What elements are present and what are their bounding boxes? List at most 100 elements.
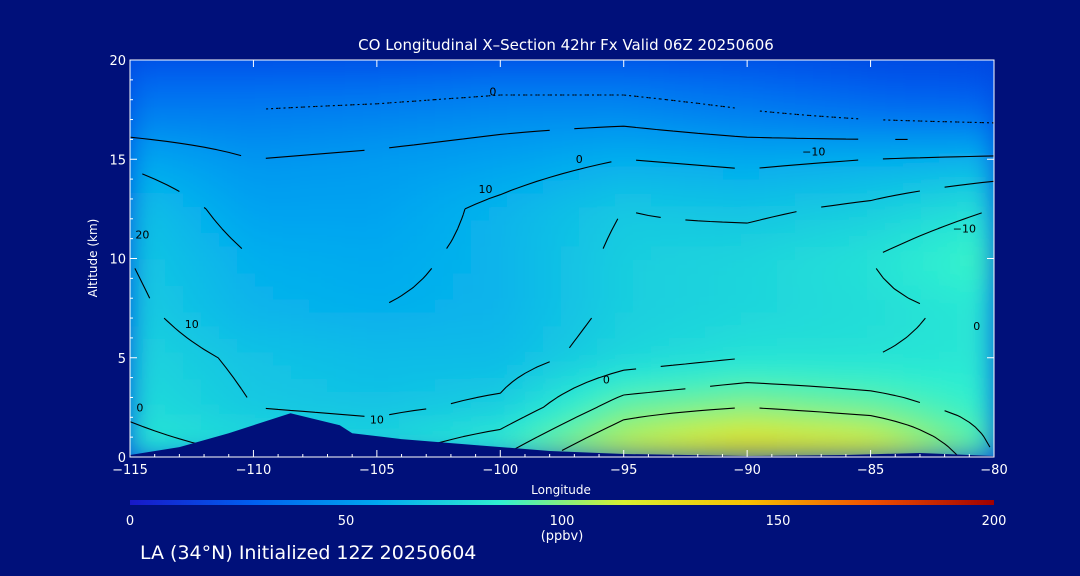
heatmap-cell	[849, 85, 869, 101]
heatmap-cell	[957, 60, 977, 75]
heatmap-cell	[417, 403, 437, 419]
heatmap-cell	[507, 164, 527, 181]
heatmap-cell	[255, 244, 275, 260]
heatmap-cell	[723, 310, 743, 326]
heatmap-cell	[831, 363, 851, 379]
heatmap-cell	[939, 98, 959, 114]
colorbar-tick-label: 100	[550, 514, 575, 529]
heatmap-cell	[183, 125, 203, 141]
heatmap-cell	[201, 204, 221, 220]
heatmap-cell	[453, 283, 473, 300]
heatmap-cell	[633, 323, 653, 339]
heatmap-cell	[885, 111, 905, 128]
heatmap-cell	[867, 389, 887, 406]
x-tick-label: −85	[857, 463, 884, 478]
heatmap-cell	[381, 151, 401, 167]
heatmap-cell	[615, 389, 635, 406]
heatmap-cell	[795, 257, 815, 273]
heatmap-cell	[363, 336, 383, 353]
heatmap-cell	[687, 72, 707, 88]
heatmap-cell	[471, 217, 491, 234]
contour-line	[134, 180, 994, 417]
heatmap-cell	[741, 125, 761, 141]
heatmap-cell	[651, 98, 671, 114]
heatmap-cell	[543, 283, 563, 300]
heatmap-cell	[633, 403, 653, 419]
heatmap-cell	[705, 191, 725, 207]
heatmap-cell	[561, 297, 581, 313]
heatmap-cell	[309, 257, 329, 273]
heatmap-cell	[489, 270, 509, 286]
heatmap-cell	[651, 85, 671, 101]
heatmap-cell	[867, 403, 887, 419]
heatmap-cell	[579, 60, 599, 75]
heatmap-cell	[471, 98, 491, 114]
heatmap-cell	[543, 270, 563, 286]
heatmap-cell	[507, 389, 527, 406]
heatmap-cell	[687, 323, 707, 339]
heatmap-cell	[417, 217, 437, 234]
heatmap-cell	[381, 310, 401, 326]
heatmap-cell	[453, 151, 473, 167]
heatmap-cell	[849, 350, 869, 366]
heatmap-cell	[723, 323, 743, 339]
heatmap-cell	[705, 217, 725, 234]
heatmap-cell	[561, 429, 581, 445]
heatmap-cell	[777, 191, 797, 207]
heatmap-cell	[147, 270, 167, 286]
heatmap-cell	[795, 151, 815, 167]
contour-label: −10	[802, 145, 825, 158]
heatmap-cell	[471, 231, 491, 247]
heatmap-cell	[130, 323, 149, 339]
heatmap-cell	[579, 336, 599, 353]
heatmap-cell	[939, 323, 959, 339]
heatmap-cell	[417, 164, 437, 181]
heatmap-cell	[615, 217, 635, 234]
heatmap-cell	[147, 111, 167, 128]
heatmap-cell	[309, 164, 329, 181]
heatmap-cell	[903, 283, 923, 300]
heatmap-cell	[237, 403, 257, 419]
heatmap-cell	[885, 60, 905, 75]
heatmap-cell	[273, 178, 293, 194]
heatmap-cell	[453, 204, 473, 220]
heatmap-cell	[849, 244, 869, 260]
heatmap-cell	[651, 204, 671, 220]
heatmap-cell	[309, 376, 329, 392]
heatmap-cell	[291, 363, 311, 379]
heatmap-cell	[201, 297, 221, 313]
heatmap-cell	[201, 310, 221, 326]
heatmap-cell	[975, 429, 994, 445]
heatmap-cell	[687, 350, 707, 366]
heatmap-cell	[615, 403, 635, 419]
y-tick-label: 5	[118, 352, 126, 367]
heatmap-cell	[957, 217, 977, 234]
heatmap-cell	[345, 257, 365, 273]
heatmap-cell	[381, 389, 401, 406]
heatmap-cell	[507, 283, 527, 300]
heatmap-cell	[669, 416, 689, 432]
heatmap-cell	[831, 98, 851, 114]
heatmap-cell	[201, 350, 221, 366]
heatmap-cell	[903, 297, 923, 313]
heatmap-cell	[417, 350, 437, 366]
heatmap-cell	[435, 310, 455, 326]
heatmap-cell	[939, 363, 959, 379]
heatmap-cell	[417, 85, 437, 101]
heatmap-cell	[741, 416, 761, 432]
heatmap-cell	[957, 257, 977, 273]
heatmap-cell	[957, 416, 977, 432]
heatmap-cell	[813, 111, 833, 128]
heatmap-cell	[615, 442, 635, 457]
heatmap-cell	[183, 178, 203, 194]
heatmap-cell	[435, 178, 455, 194]
heatmap-cell	[615, 164, 635, 181]
heatmap-cell	[741, 204, 761, 220]
heatmap-cell	[705, 60, 725, 75]
heatmap-cell	[687, 178, 707, 194]
heatmap-cell	[975, 389, 994, 406]
heatmap-cell	[777, 389, 797, 406]
heatmap-cell	[741, 310, 761, 326]
heatmap-cell	[759, 138, 779, 154]
heatmap-cell	[471, 323, 491, 339]
